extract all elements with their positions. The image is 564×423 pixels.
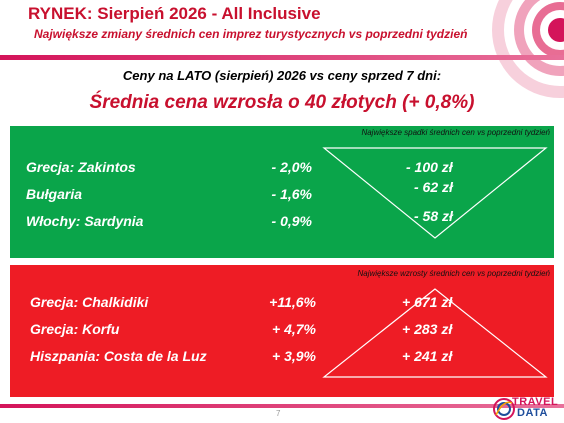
decrease-row-1-amount: - 100 zł <box>406 159 453 175</box>
summary-line-2: Średnia cena wzrosła o 40 złotych (+ 0,8… <box>89 92 475 113</box>
increase-row-3-pct: + 3,9% <box>272 348 316 364</box>
increases-panel: Największe wzrosty średnich cen vs poprz… <box>10 265 554 397</box>
decrease-row-3-amount: - 58 zł <box>414 208 453 224</box>
decrease-row-2-pct: - 1,6% <box>271 186 312 202</box>
decrease-row-3-label: Włochy: Sardynia <box>26 213 144 229</box>
footer-divider <box>0 404 564 408</box>
page-number: 7 <box>276 409 281 418</box>
increase-row-2-label: Grecja: Korfu <box>30 321 120 337</box>
header-divider <box>0 55 564 60</box>
concentric-circles-decoration <box>492 0 564 98</box>
increase-row-1-pct: +11,6% <box>269 294 316 310</box>
decreases-panel: Największe spadki średnich cen vs poprze… <box>10 126 554 258</box>
up-triangle-icon <box>322 288 548 378</box>
increase-row-3-label: Hiszpania: Costa de la Luz <box>30 348 207 364</box>
decrease-row-1-label: Grecja: Zakintos <box>26 159 136 175</box>
increase-row-3-amount: + 241 zł <box>402 348 453 364</box>
decrease-row-1-pct: - 2,0% <box>271 159 312 175</box>
increase-row-2-amount: + 283 zł <box>402 321 453 337</box>
decrease-row-2-amount: - 62 zł <box>414 179 453 195</box>
slide-title: RYNEK: Sierpień 2026 - All Inclusive <box>28 4 321 23</box>
decrease-row-2-label: Bułgaria <box>26 186 83 202</box>
logo-text-travel: TRAVEL <box>512 396 559 408</box>
increase-row-1-amount: + 671 zł <box>402 294 453 310</box>
travel-data-logo-icon <box>493 398 515 420</box>
decreases-caption: Największe spadki średnich cen vs poprze… <box>361 128 550 137</box>
increase-row-2-pct: + 4,7% <box>272 321 316 337</box>
logo-text-data: DATA <box>517 407 548 419</box>
summary-line-1: Ceny na LATO (sierpień) 2026 vs ceny spr… <box>122 68 442 83</box>
decrease-row-3-pct: - 0,9% <box>271 213 312 229</box>
increase-row-1-label: Grecja: Chalkidiki <box>30 294 149 310</box>
slide-subtitle: Największe zmiany średnich cen imprez tu… <box>34 27 468 41</box>
down-triangle-icon <box>322 147 548 239</box>
increases-caption: Największe wzrosty średnich cen vs poprz… <box>357 269 550 278</box>
